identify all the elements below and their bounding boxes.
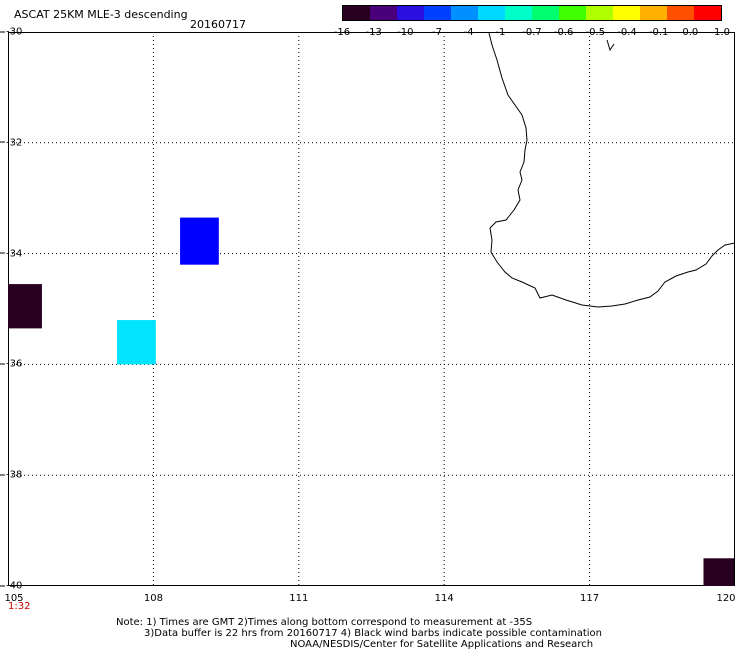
latitude-label: -36: [0, 359, 22, 370]
colorbar-segment: [343, 6, 370, 20]
cell-blue: [180, 217, 219, 265]
longitude-label: 120: [716, 593, 736, 604]
longitude-label: 114: [434, 593, 454, 604]
colorbar-segment: [613, 6, 640, 20]
note-line-1: Note: 1) Times are GMT 2)Times along bot…: [116, 617, 533, 628]
latitude-label: -40: [0, 581, 22, 592]
colorbar-segment: [424, 6, 451, 20]
latitude-label: -34: [0, 248, 22, 259]
map-title: ASCAT 25KM MLE-3 descending: [14, 8, 188, 21]
coastline-inlet: [606, 39, 615, 52]
time-label: 1:32: [8, 601, 31, 612]
colorbar-segment: [640, 6, 667, 20]
colorbar-segment: [397, 6, 424, 20]
colorbar-segment: [505, 6, 532, 20]
colorbar: [342, 5, 722, 21]
colorbar-segment: [532, 6, 559, 20]
longitude-label: 117: [580, 593, 600, 604]
colorbar-segment: [451, 6, 478, 20]
note-line-2: 3)Data buffer is 22 hrs from 20160717 4)…: [144, 628, 602, 639]
colorbar-segment: [478, 6, 505, 20]
map-date: 20160717: [190, 18, 246, 31]
latitude-label: -30: [0, 27, 22, 38]
cell-dark-west: [8, 284, 42, 329]
longitude-label: 111: [289, 593, 309, 604]
note-line-3: NOAA/NESDIS/Center for Satellite Applica…: [290, 639, 594, 650]
colorbar-segment: [370, 6, 397, 20]
longitude-label: 105: [4, 593, 24, 604]
longitude-label: 108: [143, 593, 163, 604]
colorbar-segment: [694, 6, 721, 20]
latitude-label: -32: [0, 137, 22, 148]
latitude-label: -38: [0, 470, 22, 481]
colorbar-segment: [586, 6, 613, 20]
cell-cyan: [117, 320, 156, 365]
colorbar-segment: [667, 6, 694, 20]
colorbar-segment: [559, 6, 586, 20]
coastline: [488, 32, 736, 308]
cell-dark-se: [703, 558, 734, 586]
